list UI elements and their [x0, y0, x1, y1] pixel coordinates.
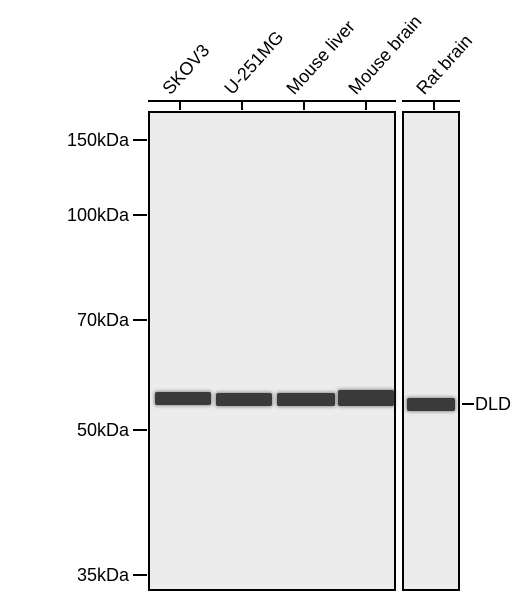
band	[407, 398, 455, 411]
lane-tick	[365, 101, 367, 110]
blot-figure: 150kDa 100kDa 70kDa 50kDa 35kDa SKOV3U-251MG…	[0, 0, 512, 608]
blot-panel-right	[402, 111, 460, 591]
mw-tick	[133, 574, 147, 576]
mw-tick	[133, 429, 147, 431]
band	[216, 393, 272, 406]
mw-tick	[133, 319, 147, 321]
lane-bracket-right	[402, 100, 460, 102]
target-tick	[462, 403, 474, 405]
lane-tick	[241, 101, 243, 110]
lane-label: Rat brain	[412, 31, 476, 99]
lane-label: SKOV3	[158, 40, 214, 99]
mw-label: 35kDa	[77, 565, 129, 586]
mw-label: 50kDa	[77, 420, 129, 441]
mw-label: 70kDa	[77, 310, 129, 331]
lane-tick	[179, 101, 181, 110]
lane-tick	[433, 101, 435, 110]
lane-tick	[303, 101, 305, 110]
band	[338, 390, 394, 406]
target-label: DLDH	[475, 394, 512, 415]
mw-tick	[133, 139, 147, 141]
band	[155, 392, 211, 405]
lane-label: U-251MG	[220, 27, 288, 99]
mw-label: 100kDa	[67, 205, 129, 226]
lane-bracket-main	[148, 100, 396, 102]
band	[277, 393, 335, 406]
mw-label: 150kDa	[67, 130, 129, 151]
mw-tick	[133, 214, 147, 216]
blot-panel-main	[148, 111, 396, 591]
